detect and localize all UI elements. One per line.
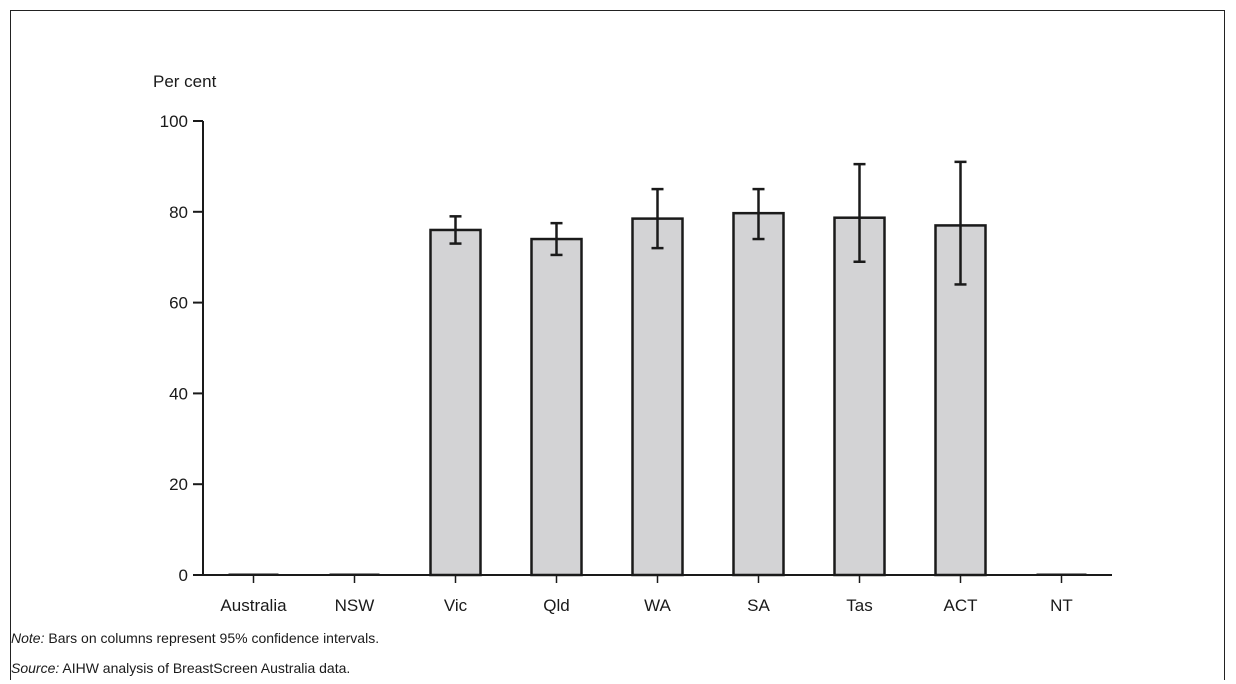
x-tick-label: Vic <box>444 596 468 615</box>
bar-tas <box>833 216 886 577</box>
x-tick-label: ACT <box>944 596 978 615</box>
bar-sa <box>732 211 785 577</box>
source-text: AIHW analysis of BreastScreen Australia … <box>59 660 351 676</box>
x-tick-label: WA <box>644 596 671 615</box>
y-tick-label: 100 <box>160 112 188 131</box>
y-tick-label: 20 <box>169 475 188 494</box>
figure-frame <box>10 10 1225 680</box>
y-axis-title: Per cent <box>153 72 217 91</box>
y-tick-label: 60 <box>169 294 188 313</box>
x-tick-label: SA <box>747 596 770 615</box>
source-label: Source: <box>11 660 60 676</box>
x-tick-label: Australia <box>220 596 287 615</box>
plot-area: 0 20 40 60 80 100 Australia NSW Vic Qld WA SA Tas ACT… <box>160 112 1112 615</box>
source-line: Source: AIHW analysis of BreastScreen Au… <box>11 660 350 676</box>
x-tick-label: Tas <box>846 596 872 615</box>
note-label: Note: <box>11 630 45 646</box>
note-line: Note: Bars on columns represent 95% conf… <box>11 630 379 646</box>
y-tick-label: 40 <box>169 384 188 403</box>
y-tick-label: 80 <box>169 203 188 222</box>
y-tick-label: 0 <box>179 566 188 585</box>
x-tick-label: NT <box>1050 596 1073 615</box>
x-tick-label: Qld <box>543 596 569 615</box>
bar-wa <box>631 217 684 577</box>
x-tick-label: NSW <box>335 596 375 615</box>
bar-chart: Per cent 0 20 40 60 80 100 Australia NSW Vic Qld W… <box>153 72 1112 615</box>
note-text: Bars on columns represent 95% confidence… <box>44 630 380 646</box>
bar-vic <box>429 228 482 577</box>
bar-qld <box>530 237 583 577</box>
